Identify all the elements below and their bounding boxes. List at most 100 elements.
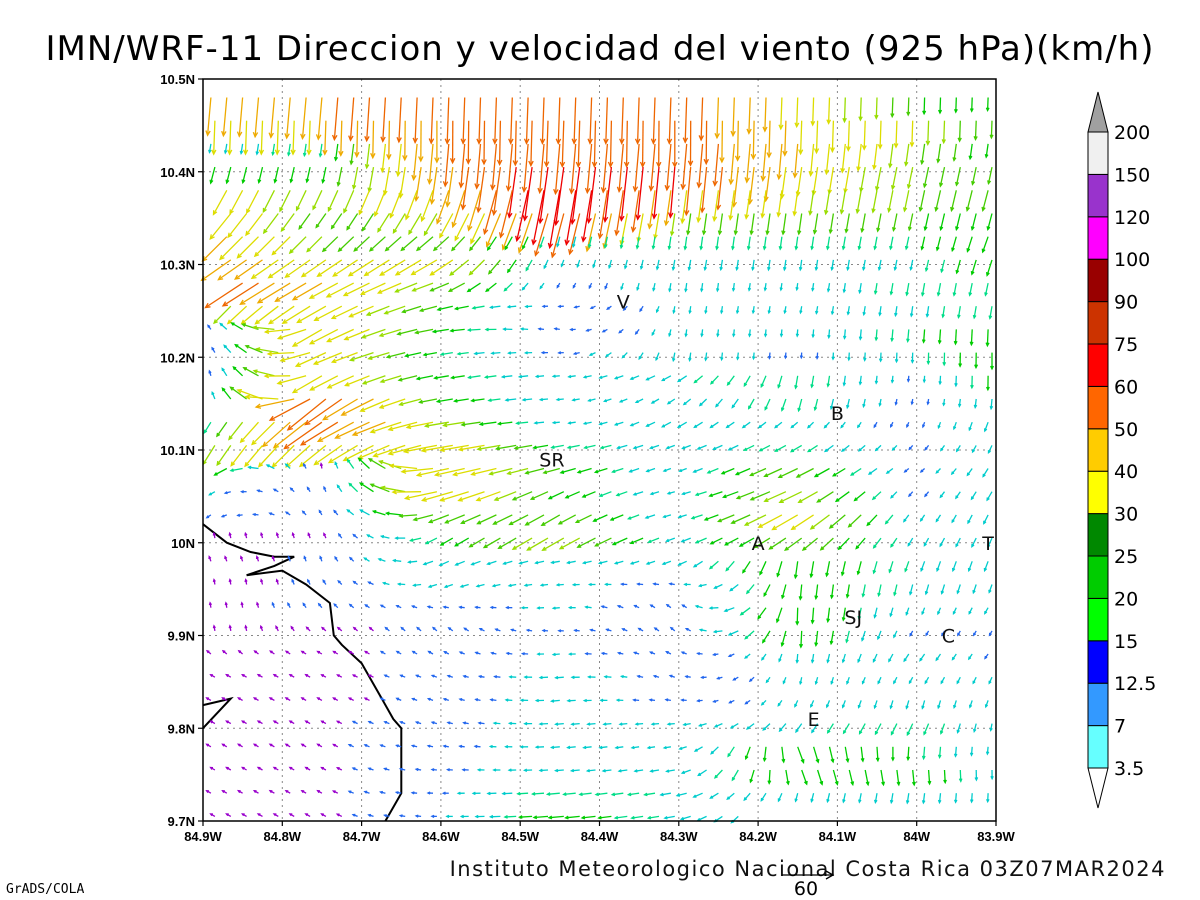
wind-arrow xyxy=(934,190,942,213)
wind-arrow xyxy=(921,329,926,344)
wind-arrow xyxy=(826,607,831,624)
wind-arrow-head xyxy=(571,243,576,249)
wind-arrow-shaft xyxy=(835,491,850,502)
wind-arrow-head xyxy=(551,374,556,378)
wind-arrow xyxy=(384,236,402,252)
wind-arrow xyxy=(953,700,957,710)
wind-arrow xyxy=(298,444,327,468)
wind-arrow-shaft xyxy=(476,143,482,189)
wind-arrow xyxy=(349,143,355,166)
wind-arrow-head xyxy=(650,138,657,145)
wind-arrow xyxy=(896,769,901,787)
wind-arrow-head xyxy=(925,632,929,637)
wind-arrow-head xyxy=(461,768,466,772)
wind-arrow xyxy=(598,421,608,426)
wind-arrow xyxy=(717,213,724,236)
wind-arrow-head xyxy=(284,697,289,701)
wind-arrow-shaft xyxy=(633,444,644,449)
wind-arrow-head xyxy=(615,698,620,702)
wind-arrow xyxy=(877,120,883,150)
wind-arrow-shaft xyxy=(815,120,819,153)
wind-arrow-shaft xyxy=(423,213,438,236)
wind-arrow xyxy=(465,120,472,165)
y-tick-label: 10.5N xyxy=(160,72,195,87)
wind-arrow xyxy=(242,366,259,377)
wind-arrow-head xyxy=(574,519,580,524)
wind-arrow-shaft xyxy=(697,190,704,222)
wind-arrow-head xyxy=(575,161,582,169)
wind-arrow-head xyxy=(493,496,499,501)
wind-arrow xyxy=(639,259,644,271)
wind-arrow-shaft xyxy=(763,236,767,250)
wind-arrow xyxy=(727,630,739,636)
wind-arrow-head xyxy=(875,757,880,763)
wind-arrow-shaft xyxy=(724,607,735,612)
wind-arrow-head xyxy=(473,351,478,356)
wind-arrow xyxy=(203,421,212,434)
wind-arrow-head xyxy=(645,377,650,381)
wind-arrow-shaft xyxy=(726,792,735,800)
wind-arrow-head xyxy=(969,108,974,113)
wind-arrow xyxy=(629,560,640,565)
wind-arrow-head xyxy=(663,220,670,227)
wind-arrow xyxy=(240,601,244,608)
wind-arrow-head xyxy=(351,813,356,817)
wind-arrow xyxy=(908,444,914,451)
wind-arrow-head xyxy=(744,755,749,761)
wind-arrow xyxy=(434,120,440,164)
wind-arrow xyxy=(762,746,767,763)
wind-arrow-shaft xyxy=(861,630,866,641)
wind-arrow-head xyxy=(518,561,523,565)
wind-arrow-head xyxy=(782,680,786,685)
wind-arrow xyxy=(503,282,513,292)
wind-arrow-head xyxy=(757,523,763,528)
wind-arrow-head xyxy=(749,496,755,501)
wind-arrow-head xyxy=(594,792,599,797)
wind-arrow-shaft xyxy=(982,236,989,253)
wind-arrow-shaft xyxy=(672,259,676,270)
wind-arrow xyxy=(715,398,723,408)
wind-arrow-shaft xyxy=(209,213,232,240)
wind-arrow-shaft xyxy=(906,793,910,804)
wind-arrow xyxy=(834,491,850,503)
wind-arrow-shaft xyxy=(296,190,307,211)
wind-arrow-head xyxy=(713,724,718,728)
wind-arrow xyxy=(476,768,485,772)
wind-arrow-shaft xyxy=(245,213,264,236)
wind-arrow xyxy=(682,722,691,727)
wind-arrow-head xyxy=(263,329,270,335)
wind-arrow-shaft xyxy=(306,166,311,183)
wind-arrow-shaft xyxy=(695,537,707,544)
wind-arrow xyxy=(287,555,291,562)
wind-arrow xyxy=(632,698,640,702)
wind-arrow xyxy=(815,352,819,360)
wind-arrow xyxy=(698,97,704,142)
wind-arrow xyxy=(957,306,961,319)
wind-arrow xyxy=(632,444,644,450)
wind-arrow xyxy=(289,166,295,184)
wind-arrow xyxy=(524,304,533,309)
wind-arrow-head xyxy=(890,543,894,548)
wind-arrow-head xyxy=(628,469,633,473)
wind-arrow-head xyxy=(599,698,604,703)
wind-arrow xyxy=(559,467,576,474)
wind-arrow-head xyxy=(476,138,482,145)
wind-arrow xyxy=(967,514,973,525)
wind-arrow xyxy=(984,282,989,297)
wind-arrow xyxy=(613,560,624,565)
wind-arrow xyxy=(862,306,866,317)
wind-arrow-head xyxy=(861,145,867,151)
wind-arrow-shaft xyxy=(212,189,228,215)
wind-arrow xyxy=(502,560,513,565)
wind-arrow-head xyxy=(611,541,617,546)
wind-arrow xyxy=(665,603,672,609)
wind-arrow xyxy=(743,375,751,388)
wind-arrow xyxy=(383,674,390,678)
wind-arrow-head xyxy=(537,327,542,331)
wind-arrow-head xyxy=(630,815,635,820)
wind-arrow xyxy=(521,143,529,194)
wind-arrow xyxy=(955,445,961,453)
wind-arrow xyxy=(824,143,831,176)
wind-arrow-head xyxy=(303,555,307,560)
